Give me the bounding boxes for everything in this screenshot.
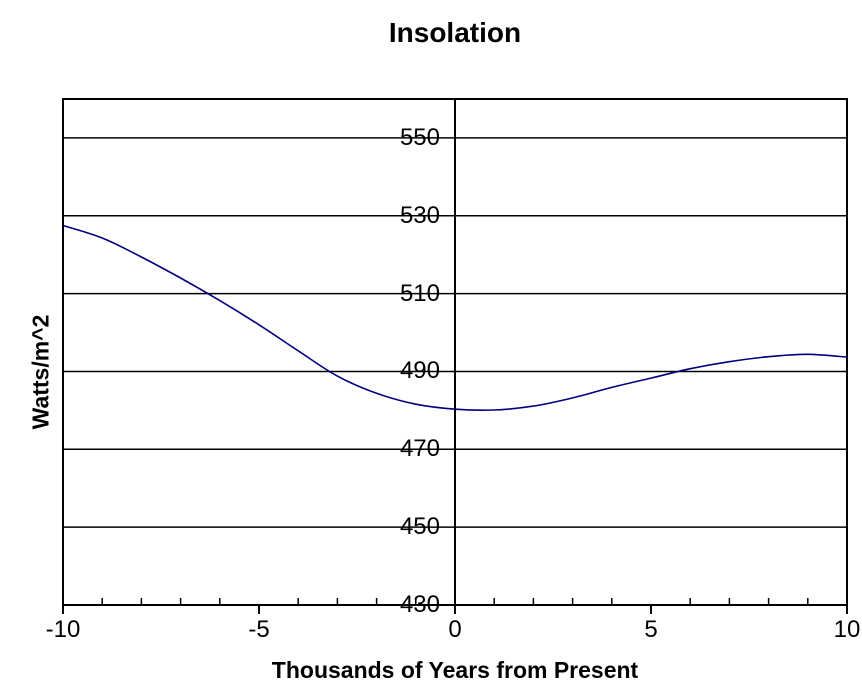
y-tick-label: 450 [399, 513, 440, 541]
chart-title: Insolation [388, 17, 522, 48]
insolation-curve [62, 224, 848, 412]
y-tick-label: 490 [399, 357, 440, 385]
x-tick-label: 5 [644, 616, 658, 643]
y-tick-label: 550 [399, 123, 440, 151]
x-tick-label: -5 [248, 616, 270, 643]
x-tick-label: 0 [448, 616, 462, 643]
x-tick-label: 10 [833, 616, 861, 643]
y-tick-label: 430 [399, 591, 440, 618]
x-axis-title: Thousands of Years from Present [271, 657, 639, 683]
y-tick-label: 530 [399, 201, 440, 229]
y-tick-label: 470 [399, 435, 440, 463]
y-tick-label: 510 [399, 279, 440, 307]
x-tick-label: -10 [45, 616, 81, 643]
